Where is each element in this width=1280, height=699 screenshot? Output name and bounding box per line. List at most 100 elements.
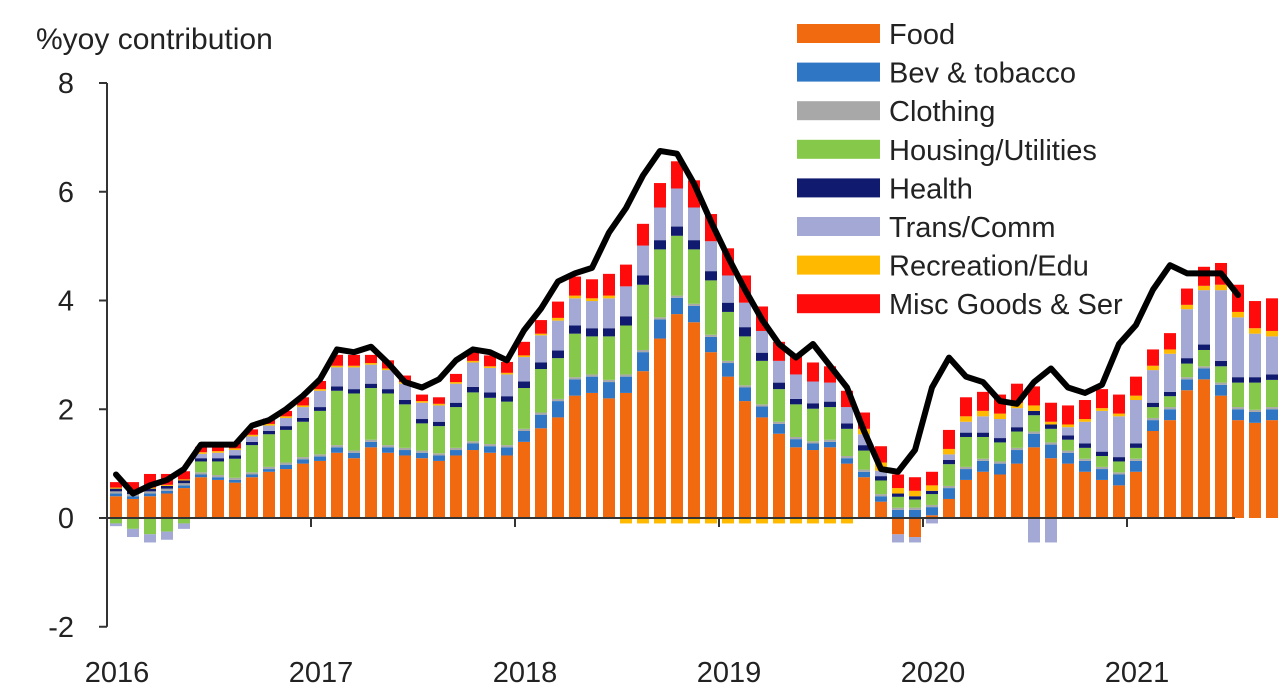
bar-segment [365,364,377,384]
bar-segment [722,518,734,524]
bar-segment [807,408,819,442]
bar-segment [586,376,598,393]
bar-segment [1045,444,1057,459]
bar-segment [365,383,377,389]
bar-segment [926,515,938,518]
bar-segment [127,498,139,518]
bar-segment [365,388,377,440]
bar-segment [314,460,326,518]
bar-segment [1164,396,1176,408]
bar-segment [280,462,292,465]
bar-segment [399,383,411,401]
bar-segment [501,447,513,456]
bar-segment [773,518,785,524]
bar-segment [552,317,564,321]
bar-segment [1164,420,1176,518]
bar-segment [654,249,666,318]
bar-segment [909,499,921,508]
bar-segment [875,470,887,477]
bar-segment [1232,377,1244,383]
bar-segment [994,413,1006,420]
bar-segment [501,361,513,373]
bar-segment [620,518,632,524]
bar-segment [671,226,683,236]
bar-segment [433,426,445,454]
bar-segment [671,235,683,296]
bar-segment [127,496,139,499]
bar-segment [960,432,972,437]
bar-segment [450,383,462,403]
bar-segment [110,482,122,488]
bar-segment [841,463,853,518]
bar-segment [297,405,309,408]
bar-segment [1147,407,1159,418]
bar-segment [399,447,411,451]
bar-segment [773,382,785,390]
bar-segment [705,271,717,281]
bar-segment [824,382,836,402]
bar-segment [637,223,649,246]
bar-segment [263,431,275,435]
bar-segment [926,490,938,495]
bar-segment [688,518,700,524]
bar-segment [518,355,530,358]
bar-segment [790,374,802,399]
bar-segment [1198,344,1210,350]
bar-segment [110,491,122,494]
bar-segment [1079,447,1091,459]
bar-segment [1198,349,1210,367]
bar-segment [858,445,870,451]
bar-segment [433,421,445,427]
bar-segment [569,276,581,296]
total-line [113,147,1241,497]
bar-segment [195,474,207,478]
bar-segment [467,441,479,444]
bar-segment [722,275,734,303]
bar-segment [1113,472,1125,475]
bar-segment [841,423,853,429]
bar-segment [484,397,496,445]
bar-segment [892,534,904,543]
bar-segment [603,379,615,383]
bar-segment [790,447,802,518]
y-tick-label: 2 [58,394,74,426]
bar-segment [1249,377,1261,383]
bar-segment [399,400,411,405]
bar-segment [943,459,955,465]
bar-segment [1079,443,1091,448]
bar-segment [569,379,581,396]
x-tick-label: 2016 [85,657,150,689]
bar-segment [1249,382,1261,410]
bar-segment [552,398,564,402]
bar-segment [926,504,938,508]
bar-segment [518,357,530,382]
bar-segment [909,490,921,497]
bar-segment [280,464,292,470]
bar-segment [1079,419,1091,422]
legend-label: Trans/Comm [889,212,1056,244]
bar-segment [807,518,819,524]
bar-segment [824,407,836,440]
bar-segment [688,305,700,323]
bar-segment [331,367,343,387]
bar-segment [1096,479,1108,518]
bar-segment [263,425,275,431]
bar-segment [1011,408,1023,428]
bar-segment [501,455,513,518]
bar-segment [1028,518,1040,543]
bar-segment [1232,382,1244,408]
bar-segment [909,496,921,500]
bar-segment [144,493,156,497]
bar-segment [1215,360,1227,367]
bar-segment [263,471,275,518]
bar-segment [705,336,717,353]
bar-segment [739,401,751,518]
bar-segment [246,445,258,473]
bar-segment [790,439,802,448]
bar-segment [1198,368,1210,380]
x-tick-label: 2018 [493,657,558,689]
bar-segment [1011,450,1023,464]
bar-segment [569,325,581,334]
bar-segment [178,518,190,524]
bar-segment [960,397,972,417]
